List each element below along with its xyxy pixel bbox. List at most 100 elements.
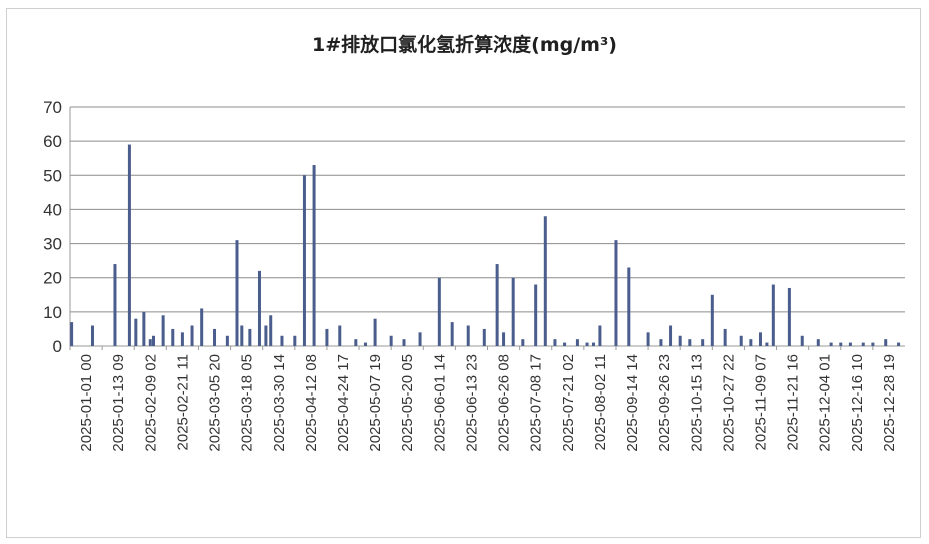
data-bar bbox=[627, 267, 631, 346]
data-bar bbox=[765, 342, 769, 346]
data-bar bbox=[598, 325, 602, 346]
data-bar bbox=[389, 335, 393, 346]
data-bar bbox=[142, 311, 146, 346]
x-tick-label: 2025-12-04 01 bbox=[817, 354, 834, 452]
data-bar bbox=[563, 342, 567, 346]
data-bar bbox=[213, 328, 217, 346]
x-tick-label: 2025-07-08 17 bbox=[528, 354, 545, 452]
data-bar bbox=[190, 325, 194, 346]
data-bar bbox=[280, 335, 284, 346]
data-bar bbox=[482, 328, 486, 346]
x-tick-label: 2025-01-13 09 bbox=[110, 354, 127, 452]
x-tick-label: 2025-12-16 10 bbox=[849, 354, 866, 452]
data-bar bbox=[543, 216, 547, 346]
y-tick-label: 0 bbox=[53, 337, 62, 356]
x-tick-label: 2025-05-20 05 bbox=[399, 354, 416, 452]
data-bar bbox=[293, 335, 297, 346]
data-bar bbox=[511, 277, 515, 346]
data-bar bbox=[771, 284, 775, 346]
x-tick-label: 2025-10-27 22 bbox=[720, 354, 737, 452]
data-bar bbox=[200, 308, 204, 346]
x-tick-label: 2025-04-24 17 bbox=[335, 354, 352, 452]
x-tick-label: 2025-04-12 08 bbox=[303, 354, 320, 452]
data-bar bbox=[646, 332, 650, 346]
data-bar bbox=[113, 264, 117, 346]
data-bar bbox=[495, 264, 499, 346]
data-bar bbox=[787, 287, 791, 346]
x-tick-label: 2025-10-15 13 bbox=[688, 354, 705, 452]
y-tick-label: 70 bbox=[43, 98, 62, 117]
data-bar bbox=[171, 328, 175, 346]
data-bar bbox=[373, 318, 377, 346]
data-bar bbox=[502, 332, 506, 346]
data-bar bbox=[848, 342, 852, 346]
data-bar bbox=[70, 322, 74, 346]
data-bar bbox=[800, 335, 804, 346]
x-tick-label: 2025-06-13 23 bbox=[463, 354, 480, 452]
data-bar bbox=[257, 270, 261, 346]
data-bar bbox=[338, 325, 342, 346]
data-bar bbox=[354, 339, 358, 346]
x-tick-label: 2025-03-30 14 bbox=[271, 354, 288, 452]
x-tick-label: 2025-12-28 19 bbox=[881, 354, 898, 452]
data-bar bbox=[839, 342, 843, 346]
x-tick-label: 2025-05-07 19 bbox=[367, 354, 384, 452]
data-bar bbox=[264, 325, 268, 346]
x-tick-label: 2025-03-05 20 bbox=[207, 354, 224, 452]
chart-frame bbox=[6, 8, 921, 538]
x-tick-label: 2025-09-14 14 bbox=[624, 354, 641, 452]
data-bar bbox=[669, 325, 673, 346]
data-bar bbox=[312, 165, 316, 346]
data-bar bbox=[534, 284, 538, 346]
data-bar bbox=[591, 342, 595, 346]
y-tick-label: 20 bbox=[43, 269, 62, 288]
data-bar bbox=[829, 342, 833, 346]
data-bar bbox=[688, 339, 692, 346]
data-bar bbox=[418, 332, 422, 346]
data-bar bbox=[659, 339, 663, 346]
y-tick-label: 30 bbox=[43, 235, 62, 254]
data-bar bbox=[180, 332, 184, 346]
data-bar bbox=[134, 318, 138, 346]
data-bar bbox=[739, 335, 743, 346]
data-bar bbox=[585, 342, 589, 346]
y-tick-label: 60 bbox=[43, 132, 62, 151]
y-tick-label: 10 bbox=[43, 303, 62, 322]
data-bar bbox=[269, 315, 273, 346]
x-tick-label: 2025-01-01 00 bbox=[78, 354, 95, 452]
data-bar bbox=[723, 328, 727, 346]
data-bar bbox=[302, 175, 306, 346]
data-bar bbox=[861, 342, 865, 346]
data-bar bbox=[90, 325, 94, 346]
data-bar bbox=[871, 342, 875, 346]
data-bar bbox=[148, 339, 152, 346]
data-bar bbox=[553, 339, 557, 346]
data-bar bbox=[225, 335, 229, 346]
x-tick-label: 2025-02-09 02 bbox=[142, 354, 159, 452]
data-bar bbox=[437, 277, 441, 346]
data-bar bbox=[161, 315, 165, 346]
x-tick-label: 2025-11-21 16 bbox=[785, 354, 802, 450]
data-bar bbox=[575, 339, 579, 346]
data-bar bbox=[710, 294, 714, 346]
data-bar bbox=[152, 335, 155, 346]
data-bar bbox=[127, 144, 131, 346]
data-bar bbox=[466, 325, 470, 346]
data-bar bbox=[363, 342, 367, 346]
data-bar bbox=[758, 332, 762, 346]
data-bar bbox=[749, 339, 753, 346]
data-bar bbox=[701, 339, 705, 346]
x-tick-label: 2025-11-09 07 bbox=[752, 354, 769, 450]
x-tick-label: 2025-06-01 14 bbox=[431, 354, 448, 452]
chart-title: 1#排放口氯化氢折算浓度(mg/m³) bbox=[312, 34, 617, 56]
x-tick-label: 2025-02-21 11 bbox=[174, 354, 191, 450]
x-tick-label: 2025-06-26 08 bbox=[496, 354, 513, 452]
x-tick-label: 2025-08-02 11 bbox=[592, 354, 609, 450]
data-bar bbox=[897, 342, 901, 346]
data-bar bbox=[325, 328, 329, 346]
data-bar bbox=[450, 322, 454, 346]
data-bar bbox=[240, 325, 244, 346]
data-bar bbox=[678, 335, 682, 346]
x-tick-label: 2025-09-26 23 bbox=[656, 354, 673, 452]
